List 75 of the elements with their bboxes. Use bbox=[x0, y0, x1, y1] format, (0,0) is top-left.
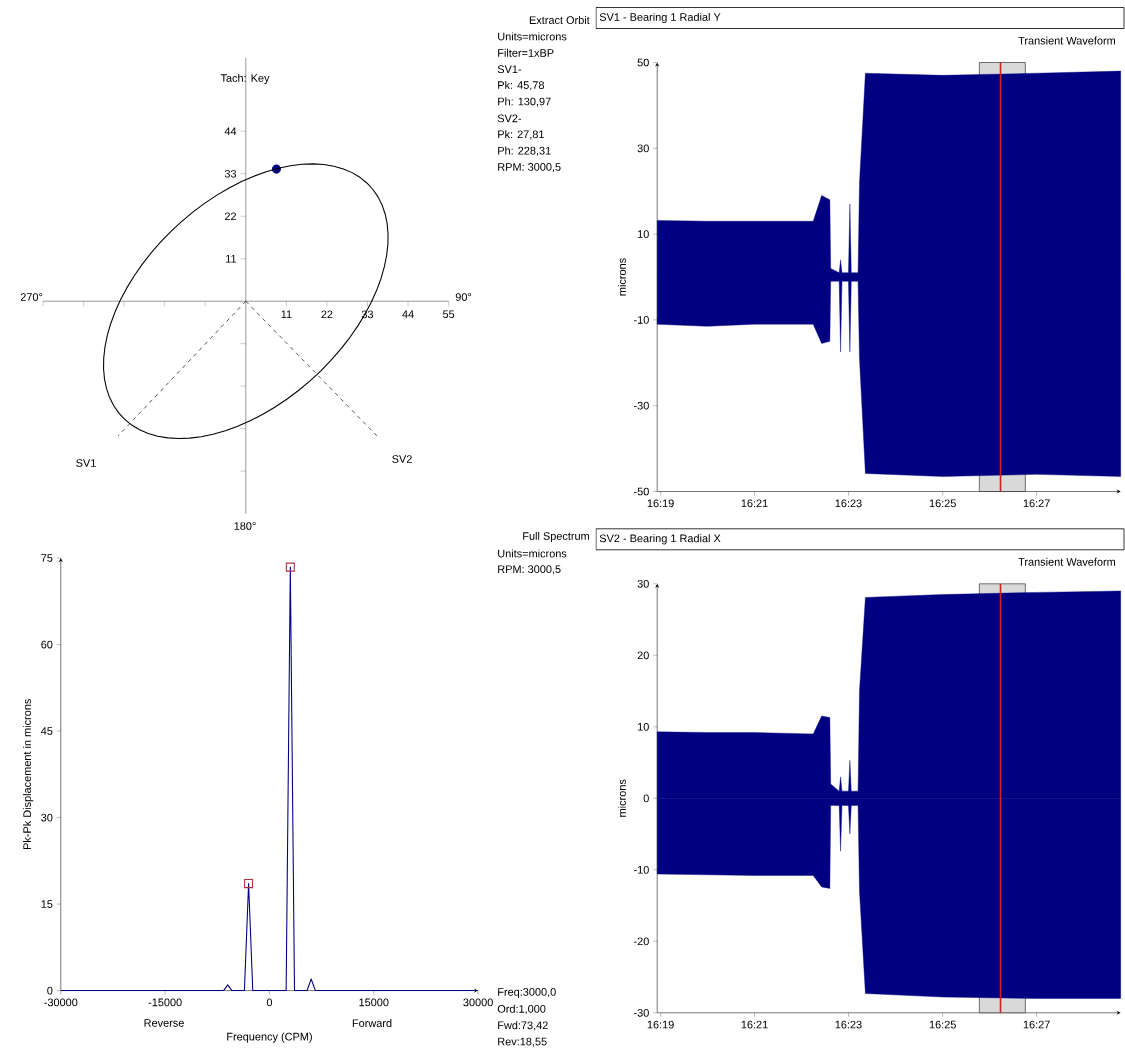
y-tick-label: 20 bbox=[637, 651, 649, 660]
y-tick-label: 11 bbox=[226, 254, 237, 263]
y-tick-label: 10 bbox=[637, 230, 649, 238]
y-tick-label: -10 bbox=[633, 865, 649, 874]
y-tick-label: 15 bbox=[41, 900, 53, 908]
y-tick-label: 22 bbox=[224, 212, 237, 221]
text: Pk: 45,78 bbox=[498, 80, 544, 91]
y-tick-label: 44 bbox=[224, 127, 237, 136]
x-tick-label: 16:23 bbox=[835, 1020, 862, 1029]
y-tick-label: 30 bbox=[41, 813, 53, 822]
x-tick-label: 16:19 bbox=[647, 499, 674, 508]
y-tick-label: 50 bbox=[637, 58, 649, 67]
x-tick-label: 16:19 bbox=[647, 1020, 674, 1029]
text: 270° bbox=[20, 293, 43, 301]
text: RPM: 3000,5 bbox=[498, 163, 561, 173]
y-tick-label: -20 bbox=[633, 937, 649, 946]
annotation: SV1 bbox=[76, 459, 96, 467]
y-axis-title: Pk-Pk Displacement in microns bbox=[22, 699, 34, 850]
text: Extract Orbit bbox=[529, 15, 590, 25]
text: RPM: 3000,5 bbox=[498, 565, 561, 575]
y-axis-title: microns bbox=[617, 258, 626, 296]
chart-subtitle: Transient Waveform bbox=[1018, 36, 1116, 45]
x-tick-label: 55 bbox=[442, 310, 455, 319]
x-tick-label: 30000 bbox=[463, 998, 493, 1007]
y-tick-label: 0 bbox=[643, 794, 649, 803]
text: Pk: 27,81 bbox=[498, 130, 544, 140]
y-tick-label: 30 bbox=[637, 579, 649, 588]
y-tick-label: 33 bbox=[224, 169, 237, 178]
text: Filter=1xBP bbox=[498, 48, 554, 57]
y-tick-label: -30 bbox=[633, 1008, 649, 1017]
chart-subtitle: Transient Waveform bbox=[1018, 557, 1116, 566]
text: 180° bbox=[234, 522, 256, 530]
x-tick-label: 16:21 bbox=[741, 499, 768, 508]
x-tick-label: 16:27 bbox=[1023, 499, 1050, 508]
x-tick-label: -15000 bbox=[148, 998, 182, 1007]
x-tick-label: 15000 bbox=[359, 998, 389, 1007]
y-tick-label: -30 bbox=[633, 401, 649, 410]
x-tick-label: 16:25 bbox=[929, 1020, 956, 1029]
y-tick-label: -10 bbox=[633, 316, 649, 324]
annotation: SV2 bbox=[392, 455, 412, 463]
text: Reverse bbox=[144, 1019, 184, 1027]
text: Units=microns bbox=[498, 549, 567, 558]
text: Ph: 130,97 bbox=[498, 97, 551, 107]
x-axis-title: Frequency (CPM) bbox=[227, 1032, 312, 1043]
x-tick-label: 16:21 bbox=[741, 1020, 768, 1029]
text: Fwd:73,42 bbox=[498, 1021, 548, 1031]
y-axis-title: microns bbox=[617, 779, 626, 817]
text: 90° bbox=[455, 293, 472, 301]
x-tick-label: 16:27 bbox=[1023, 1020, 1050, 1029]
y-tick-label: 0 bbox=[47, 986, 53, 995]
y-tick-label: 60 bbox=[41, 640, 53, 649]
text: Freq:3000,0 bbox=[498, 988, 556, 998]
text: SV2- bbox=[497, 114, 522, 123]
x-tick-label: 11 bbox=[281, 310, 292, 318]
chart-title: SV2 - Bearing 1 Radial X bbox=[599, 534, 721, 545]
y-tick-label: 30 bbox=[637, 144, 649, 153]
y-tick-label: 10 bbox=[637, 722, 649, 731]
text: Forward bbox=[352, 1018, 392, 1028]
text: Ph: 228,31 bbox=[498, 146, 551, 156]
y-tick-label: 75 bbox=[41, 554, 53, 562]
chart-title: SV1 - Bearing 1 Radial Y bbox=[599, 12, 721, 24]
x-tick-label: 22 bbox=[321, 310, 333, 319]
x-tick-label: 16:23 bbox=[835, 499, 862, 508]
x-tick-label: -30000 bbox=[44, 998, 78, 1007]
text: Units=microns bbox=[498, 32, 567, 41]
x-tick-label: 0 bbox=[266, 998, 273, 1007]
x-tick-label: 16:25 bbox=[929, 499, 956, 508]
y-tick-label: -50 bbox=[633, 487, 649, 496]
text: Rev:18,55 bbox=[498, 1037, 547, 1047]
text: SV1- bbox=[497, 65, 522, 74]
x-tick-label: 44 bbox=[402, 310, 414, 318]
text: Ord:1,000 bbox=[497, 1004, 546, 1015]
y-tick-label: 45 bbox=[40, 727, 53, 735]
annotation: Tach: Key bbox=[220, 73, 270, 85]
text: Full Spectrum bbox=[523, 531, 589, 543]
